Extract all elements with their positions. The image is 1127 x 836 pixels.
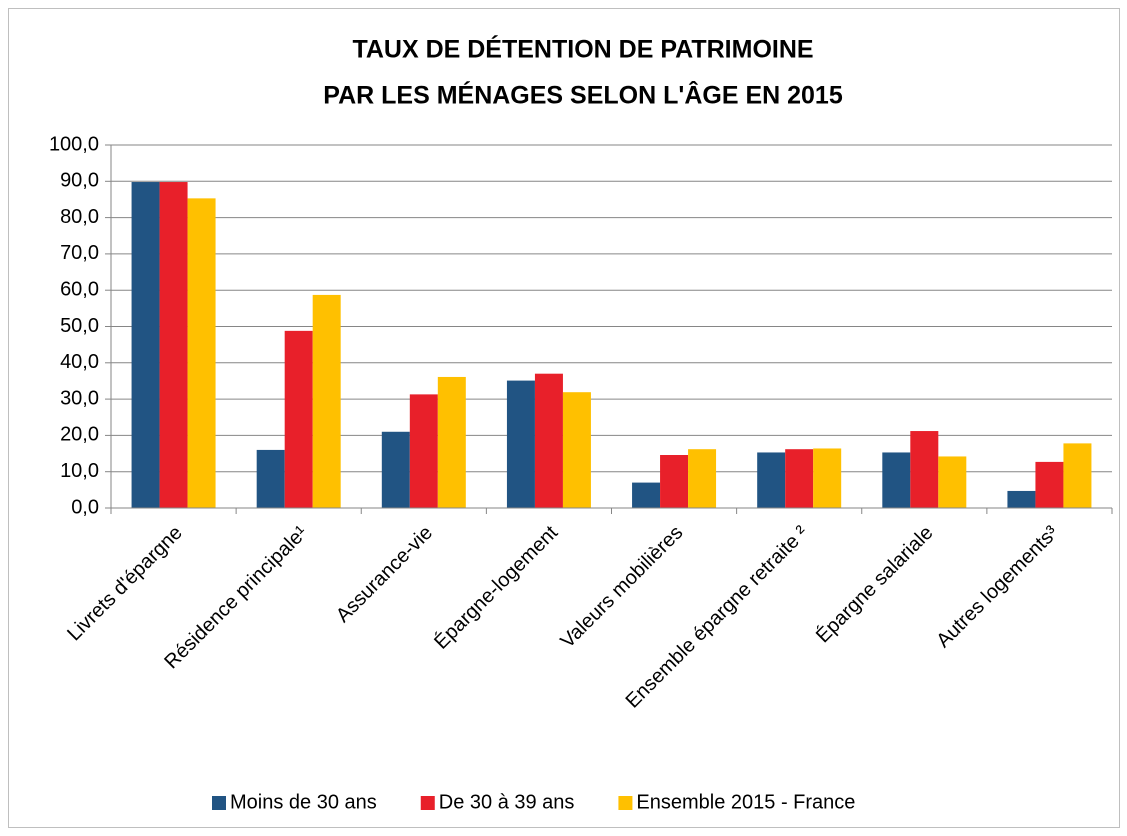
bar (632, 482, 661, 508)
y-tick-label: 100,0 (49, 133, 99, 155)
y-tick-label: 50,0 (60, 315, 99, 337)
y-tick-label: 90,0 (60, 170, 99, 192)
bar (284, 330, 313, 508)
y-tick-label: 60,0 (60, 278, 99, 300)
bar (688, 449, 717, 508)
legend-swatch (212, 796, 226, 810)
bar (409, 394, 438, 508)
bar (187, 198, 216, 508)
legend-label: Moins de 30 ans (230, 791, 377, 813)
y-tick-label: 10,0 (60, 460, 99, 482)
chart-title: PAR LES MÉNAGES SELON L'ÂGE EN 2015 (323, 80, 843, 110)
y-tick-label: 20,0 (60, 424, 99, 446)
bar (506, 380, 535, 508)
bar (882, 452, 911, 508)
y-tick-label: 70,0 (60, 242, 99, 264)
bar (256, 449, 285, 508)
legend-label: Ensemble 2015 - France (636, 791, 855, 813)
legend-swatch (618, 796, 633, 810)
chart-title: TAUX DE DÉTENTION DE PATRIMOINE (352, 35, 813, 64)
bar (757, 452, 786, 508)
y-tick-label: 80,0 (60, 206, 99, 228)
legend-swatch (420, 796, 435, 810)
bar (131, 182, 160, 508)
bar (813, 448, 842, 508)
legend-label: De 30 à 39 ans (439, 791, 575, 813)
y-tick-label: 40,0 (60, 351, 99, 373)
bar (534, 373, 563, 508)
bar (938, 456, 967, 508)
bar (437, 376, 466, 508)
bar (785, 449, 814, 508)
bar (381, 431, 410, 508)
bar (159, 182, 188, 508)
bar (562, 392, 591, 508)
bar (1007, 490, 1036, 508)
bar (660, 455, 689, 508)
bar (1063, 443, 1092, 508)
bar (312, 294, 341, 508)
bar (1035, 461, 1064, 508)
y-tick-label: 0,0 (71, 496, 99, 518)
bar (910, 431, 939, 508)
y-tick-label: 30,0 (60, 387, 99, 409)
